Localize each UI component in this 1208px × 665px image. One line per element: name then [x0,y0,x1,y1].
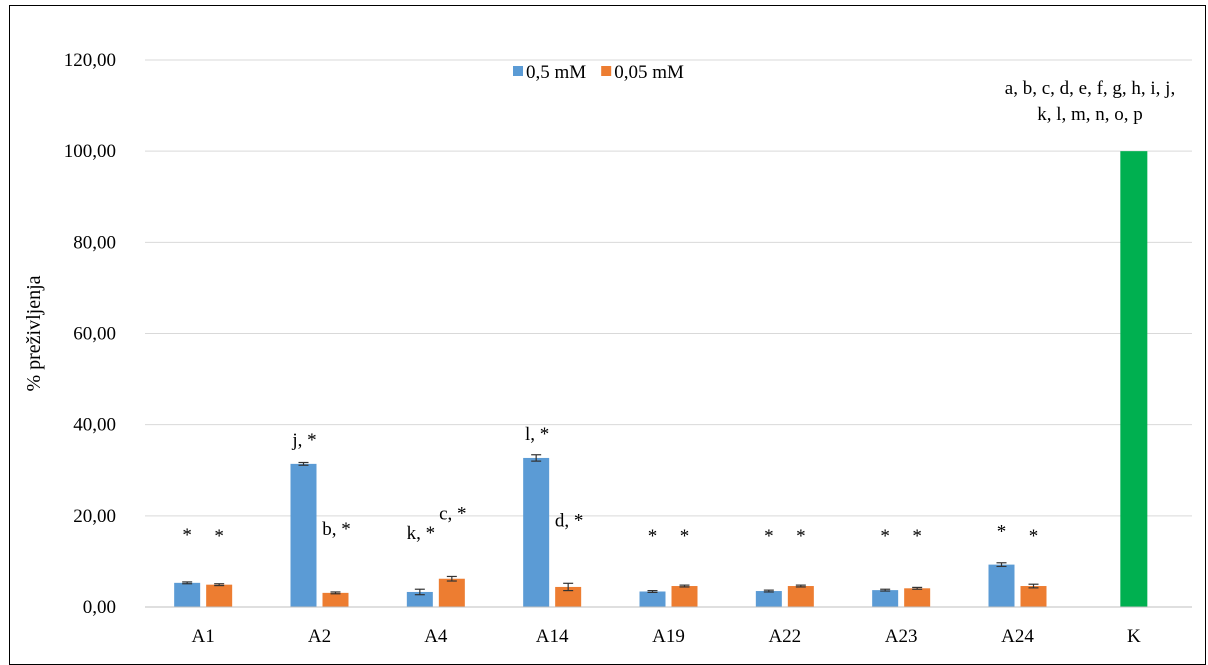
significance-label: * [796,526,806,547]
bar [523,457,550,607]
bar [872,590,899,607]
y-tick-label: 80,00 [73,232,116,253]
bar [322,592,349,607]
x-tick-label: A1 [192,626,215,647]
significance-label: * [680,526,690,547]
bar [406,591,433,607]
significance-label: * [997,522,1007,543]
bar [787,586,814,607]
chart-frame [9,5,1206,665]
y-tick-label: 40,00 [73,415,116,436]
significance-label: * [764,526,774,547]
x-tick-label: A22 [768,626,801,647]
legend-label: 0,05 mM [614,62,684,83]
bar [904,588,931,607]
significance-label: * [912,526,922,547]
bar [174,582,201,607]
x-tick-label: A14 [536,626,569,647]
bar [1020,586,1047,607]
significance-label: * [880,526,890,547]
x-tick-label: K [1127,626,1141,647]
significance-label: c, * [439,503,466,524]
bar-control [1120,151,1148,607]
significance-label: b, * [322,519,351,540]
annotation-control: k, l, m, n, o, p [1037,104,1143,125]
bar [206,584,233,607]
significance-label: * [182,525,192,546]
legend-swatch [513,66,523,76]
x-tick-label: A2 [308,626,331,647]
y-tick-label: 60,00 [73,324,116,345]
bar [755,591,782,607]
significance-label: * [648,526,658,547]
significance-label: * [1029,526,1039,547]
significance-label: * [214,526,224,547]
x-tick-label: A23 [885,626,918,647]
significance-label: j, * [291,430,316,451]
y-tick-label: 0,00 [83,597,116,618]
bar [639,591,666,607]
x-tick-label: A4 [424,626,448,647]
bar [988,564,1015,607]
legend-swatch [601,66,612,76]
x-tick-label: A19 [652,626,685,647]
y-axis-title: % preživljenja [23,275,45,391]
significance-label: l, * [525,424,549,445]
y-tick-label: 20,00 [73,506,116,527]
annotation-control: a, b, c, d, e, f, g, h, i, j, [1005,78,1175,99]
bar [290,463,317,607]
bar [438,578,465,607]
y-tick-label: 100,00 [64,141,116,162]
x-tick-label: A24 [1001,626,1034,647]
significance-label: k, * [407,523,436,544]
significance-label: d, * [555,510,584,531]
y-tick-label: 120,00 [64,50,116,71]
bar [671,586,698,607]
legend-label: 0,5 mM [526,62,586,83]
bar [555,586,582,607]
